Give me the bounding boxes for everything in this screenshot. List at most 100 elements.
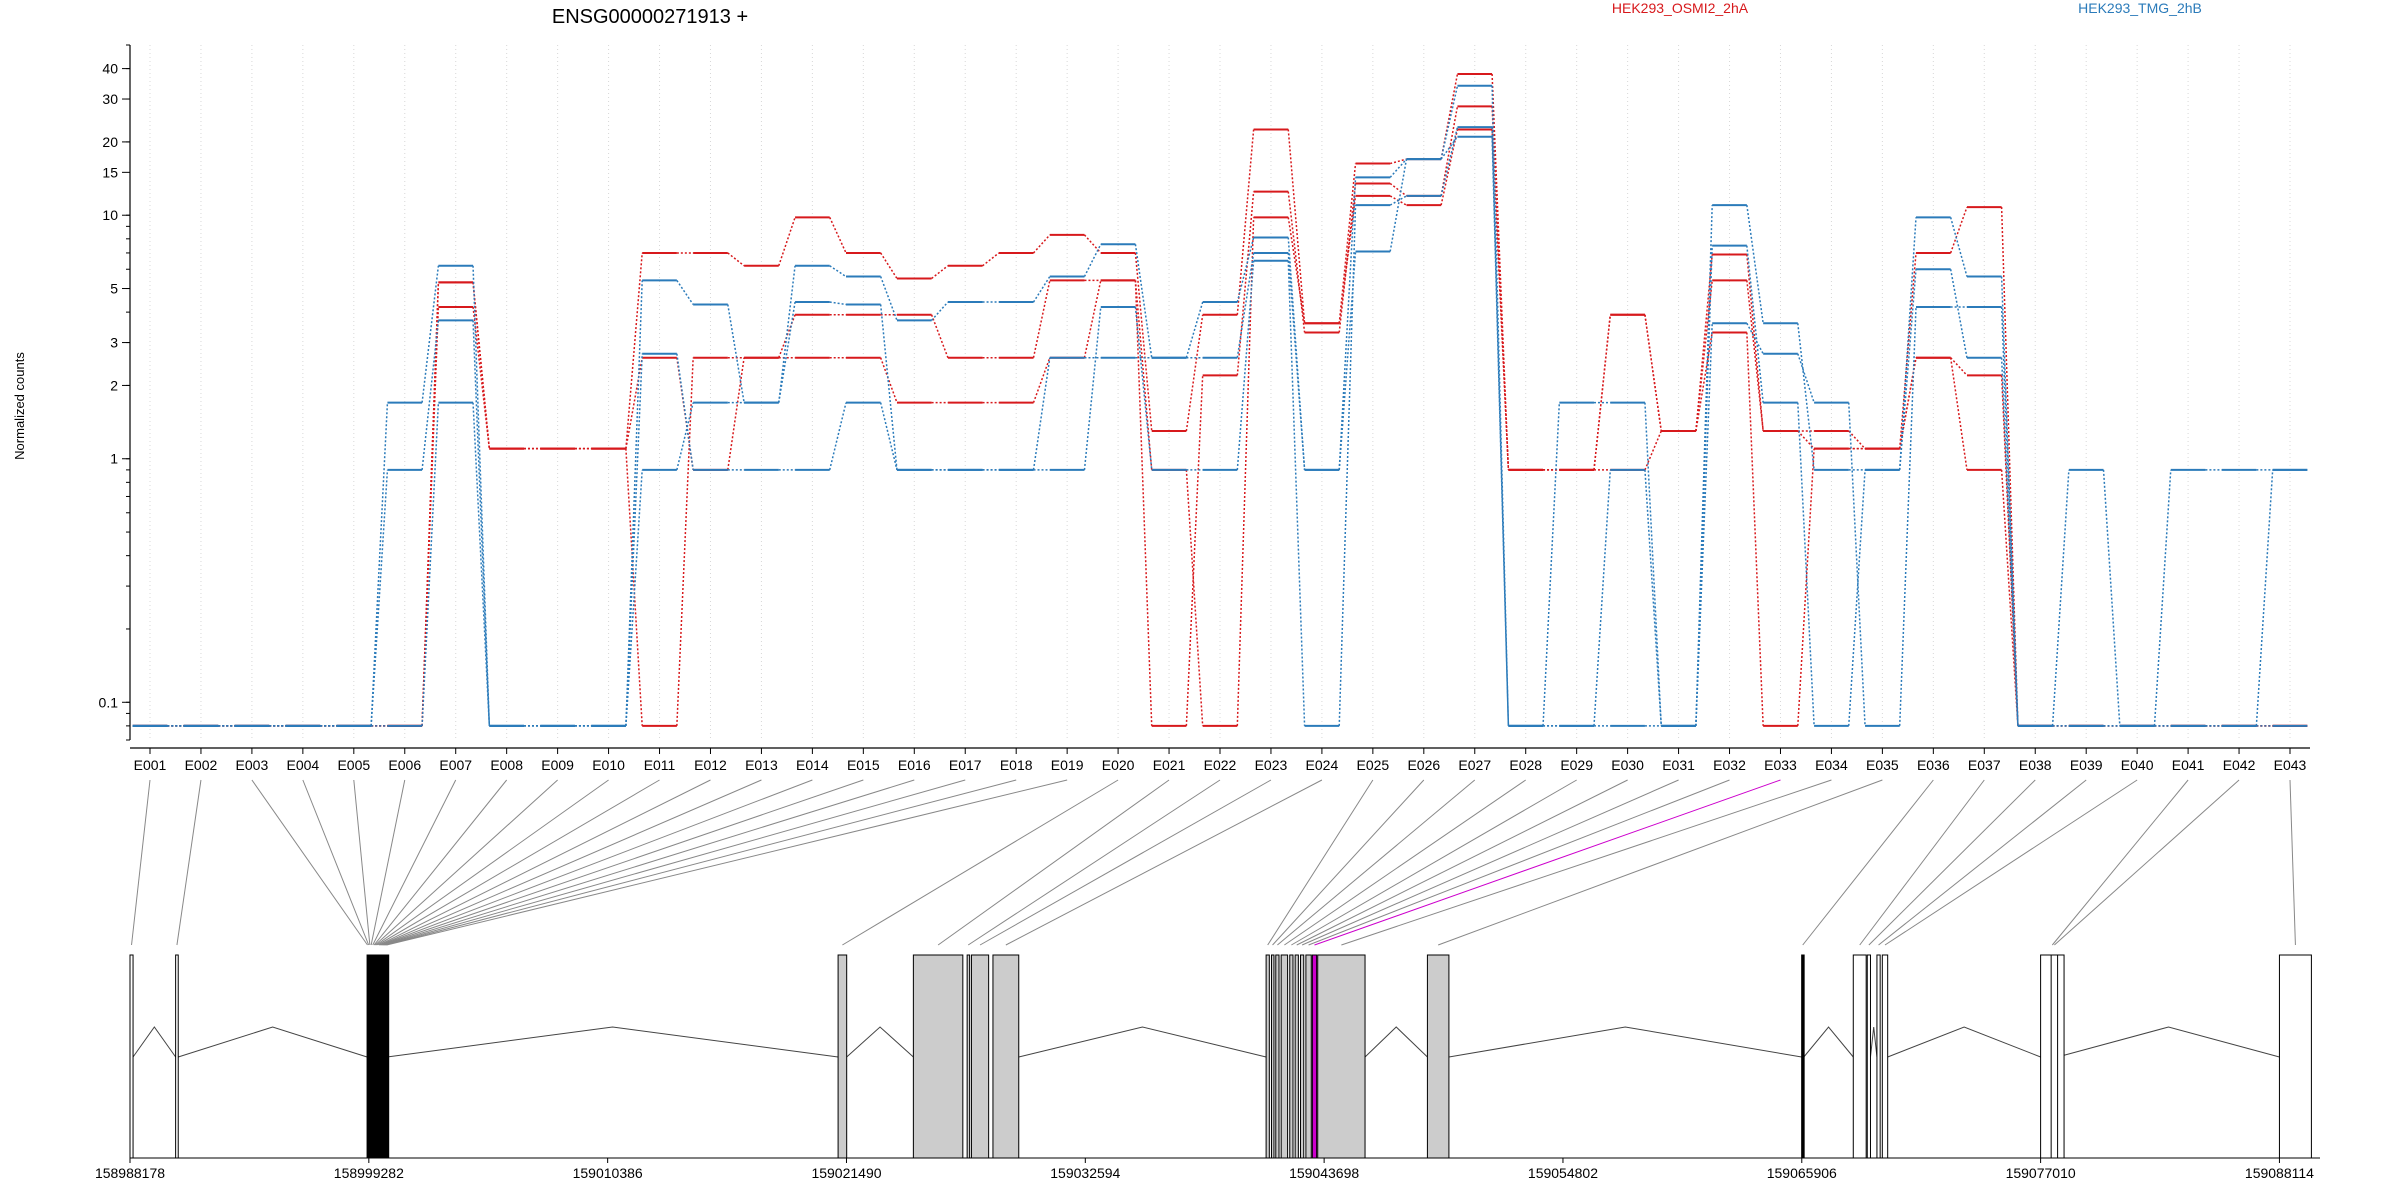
x-tick-label: E025 bbox=[1357, 757, 1390, 773]
exon-block bbox=[1881, 954, 1889, 1159]
exon-block bbox=[1852, 954, 1867, 1159]
series-connector bbox=[1797, 402, 1815, 726]
x-tick-label: E003 bbox=[236, 757, 269, 773]
series-connector bbox=[2000, 276, 2019, 726]
exon-connector bbox=[1296, 779, 1628, 946]
exon-block bbox=[1876, 954, 1881, 1159]
x-tick-label: E041 bbox=[2172, 757, 2205, 773]
series-connector bbox=[1389, 158, 1408, 178]
x-tick-label: E026 bbox=[1407, 757, 1440, 773]
y-tick-label: 20 bbox=[102, 134, 118, 150]
series-connector bbox=[625, 469, 643, 726]
exon-connector bbox=[1267, 779, 1374, 946]
x-tick-label: E036 bbox=[1917, 757, 1950, 773]
series-connector bbox=[1746, 332, 1764, 726]
x-tick-label: E029 bbox=[1560, 757, 1593, 773]
series-connector bbox=[1695, 280, 1713, 432]
series-connector bbox=[931, 265, 949, 280]
series-connector bbox=[1440, 106, 1459, 197]
exon-connector bbox=[373, 779, 508, 946]
genomic-coordinate-axis: 158988178 158999282 159010386 159021490 1590… bbox=[95, 1157, 2320, 1181]
series-connector bbox=[421, 265, 440, 403]
exon-connector bbox=[386, 779, 1068, 946]
series-connector bbox=[2102, 469, 2121, 726]
x-tick-label: E020 bbox=[1102, 757, 1135, 773]
x-tick-label: E021 bbox=[1153, 757, 1186, 773]
intron bbox=[846, 1026, 914, 1058]
y-tick-label: 15 bbox=[102, 164, 118, 180]
exon-block bbox=[175, 954, 179, 1159]
series-connector bbox=[1746, 280, 1764, 432]
x-tick-label: E039 bbox=[2070, 757, 2103, 773]
series-connector bbox=[1338, 195, 1357, 324]
intron bbox=[1364, 1026, 1428, 1058]
series-connector bbox=[1236, 217, 1255, 726]
coord-tick-label: 158999282 bbox=[334, 1165, 404, 1181]
series-connector bbox=[1949, 357, 1968, 470]
series-connector bbox=[1797, 323, 1815, 470]
exon-connector bbox=[131, 779, 151, 946]
series-connector bbox=[1898, 269, 1917, 470]
exon-connector bbox=[374, 779, 558, 946]
series-connector bbox=[1032, 234, 1051, 254]
series-connector bbox=[930, 314, 949, 358]
exon-block bbox=[966, 954, 971, 1159]
intron bbox=[1887, 1026, 2041, 1058]
exon-connector bbox=[353, 779, 371, 946]
y-tick-label: 10 bbox=[102, 207, 118, 223]
exon-block bbox=[992, 954, 1020, 1159]
x-tick-label: E019 bbox=[1051, 757, 1084, 773]
intron bbox=[1448, 1026, 1802, 1058]
series-connector bbox=[1848, 430, 1866, 450]
series-connector bbox=[829, 265, 847, 278]
series-connector bbox=[1746, 322, 1764, 355]
series-connector bbox=[1848, 469, 1866, 726]
exon-block bbox=[837, 954, 848, 1159]
series-connector bbox=[676, 279, 694, 305]
x-tick-label: E002 bbox=[185, 757, 218, 773]
exon-connector bbox=[1878, 779, 2087, 946]
exon-connector bbox=[370, 779, 406, 946]
series-connector bbox=[676, 353, 694, 470]
series-connector bbox=[1338, 205, 1357, 726]
series-connector bbox=[1083, 280, 1102, 358]
series-connector bbox=[1898, 357, 1917, 449]
series-connector bbox=[1338, 251, 1357, 470]
x-tick-label: E011 bbox=[644, 757, 676, 773]
coord-tick-label: 158988178 bbox=[95, 1165, 165, 1181]
exon-block bbox=[1426, 954, 1450, 1159]
series-connector bbox=[1287, 252, 1306, 470]
exon-connector bbox=[379, 779, 762, 946]
series-connector bbox=[1236, 129, 1255, 315]
series-connector bbox=[421, 320, 440, 470]
series-connector bbox=[727, 304, 745, 403]
series-connector bbox=[1287, 217, 1306, 324]
series-connector bbox=[1134, 244, 1153, 358]
y-axis-label: Normalized counts bbox=[12, 352, 27, 460]
series-connector bbox=[778, 217, 796, 267]
x-tick-label: E028 bbox=[1509, 757, 1542, 773]
x-tick-label: E006 bbox=[388, 757, 421, 773]
series-connector bbox=[1542, 402, 1561, 726]
exon-block bbox=[970, 954, 990, 1159]
exon-block bbox=[1317, 954, 1366, 1159]
exon-connector bbox=[842, 779, 1119, 946]
series-connector bbox=[2000, 469, 2019, 726]
series-connector bbox=[472, 320, 491, 726]
exon-connectors bbox=[131, 779, 2296, 946]
intron bbox=[1803, 1026, 1854, 1058]
exon-connector bbox=[1868, 779, 2036, 946]
series-connector bbox=[1134, 252, 1153, 432]
series-connector bbox=[879, 402, 898, 471]
x-tick-label: E016 bbox=[898, 757, 931, 773]
series-connector bbox=[1134, 280, 1153, 726]
series-connector bbox=[1338, 183, 1357, 333]
exon-block bbox=[912, 954, 964, 1159]
x-axis: E001 E002 E003 E004 E005 E006 E007 E008 E009 E010… bbox=[130, 747, 2310, 773]
exon-connector bbox=[302, 779, 370, 946]
chart-title: ENSG00000271913 + bbox=[552, 6, 748, 28]
exon-block bbox=[1280, 954, 1289, 1159]
series-connector bbox=[1236, 260, 1255, 470]
series-connector bbox=[1644, 430, 1662, 471]
series-connector bbox=[676, 357, 694, 726]
